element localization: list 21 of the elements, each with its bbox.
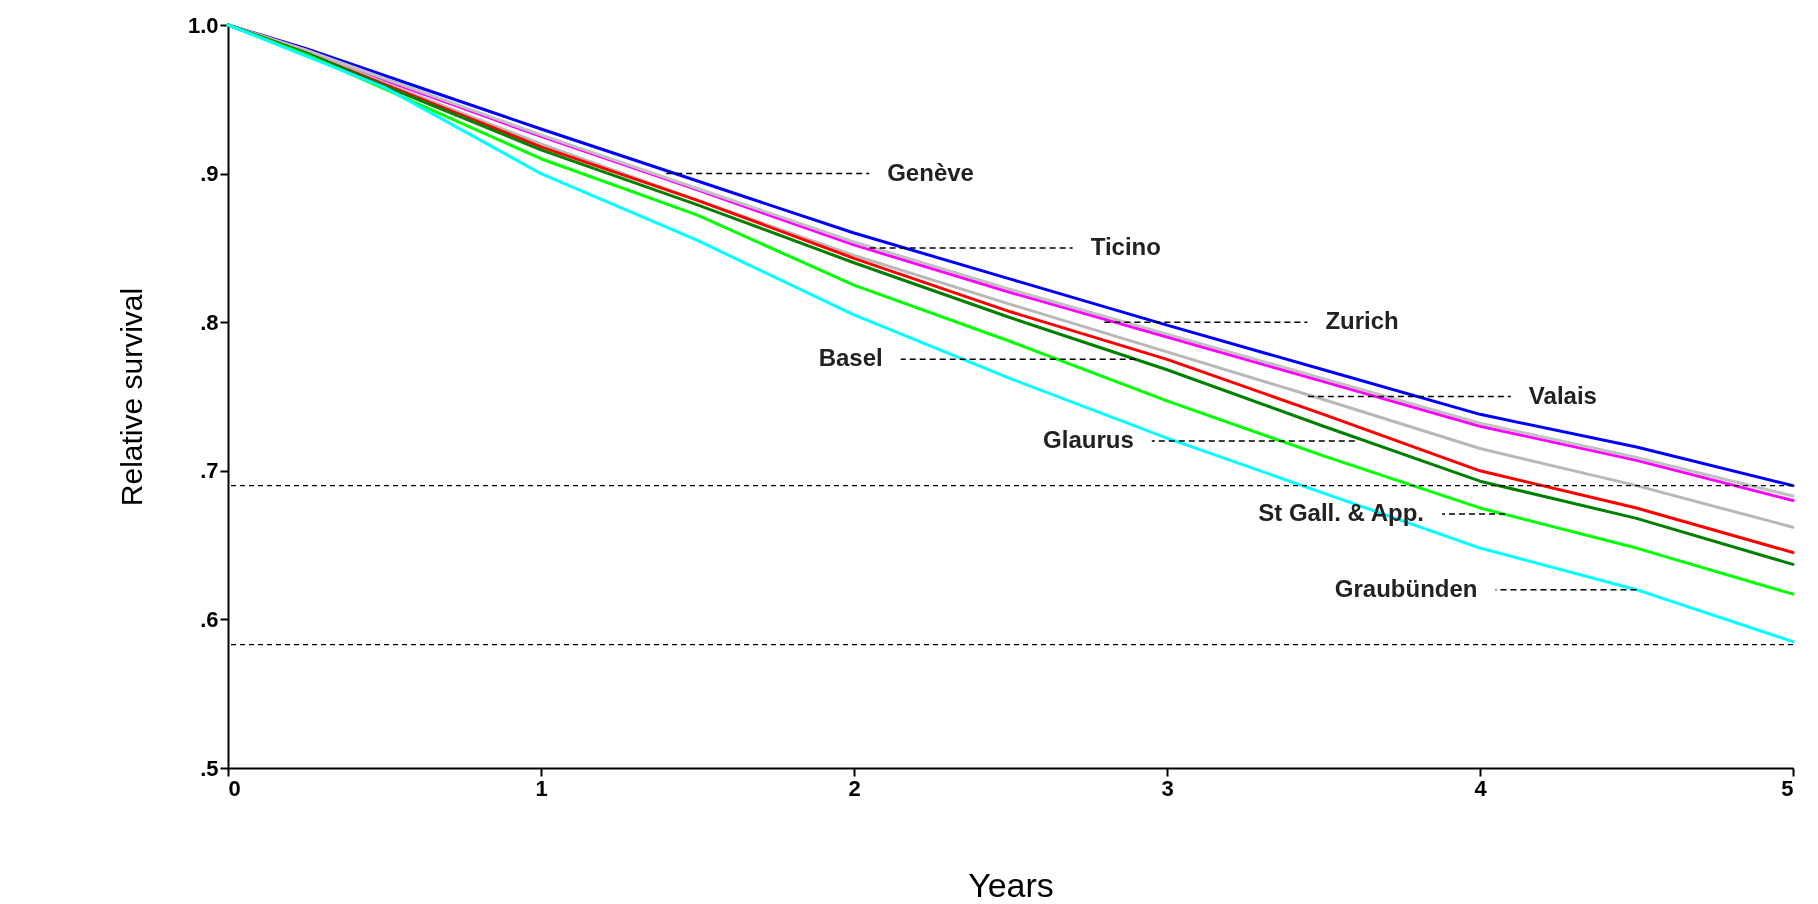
y-tick-label: .6 xyxy=(200,606,219,632)
x-tick-label: 1 xyxy=(535,775,548,801)
y-axis-title: Relative survival xyxy=(114,287,148,507)
annotation: Genève xyxy=(887,158,974,186)
x-tick-label: 2 xyxy=(848,775,861,801)
y-tick-label: .5 xyxy=(200,755,219,781)
x-axis-title: Years xyxy=(968,865,1054,904)
annotation: Graubünden xyxy=(1334,574,1478,602)
y-tick-label: .8 xyxy=(200,309,219,335)
annotation: Valais xyxy=(1528,381,1597,409)
y-tick-label: 1.0 xyxy=(187,12,219,38)
x-tick-label: 0 xyxy=(228,775,241,801)
annotation: Zurich xyxy=(1325,307,1399,335)
x-tick-label: 4 xyxy=(1474,775,1488,801)
y-tick-label: .7 xyxy=(200,458,219,484)
y-tick-label: .9 xyxy=(200,161,219,187)
annotation: Basel xyxy=(818,344,883,372)
annotation: Ticino xyxy=(1090,232,1161,260)
annotation: Glaurus xyxy=(1043,426,1134,454)
x-tick-label: 5 xyxy=(1781,775,1794,801)
x-tick-label: 3 xyxy=(1161,775,1174,801)
